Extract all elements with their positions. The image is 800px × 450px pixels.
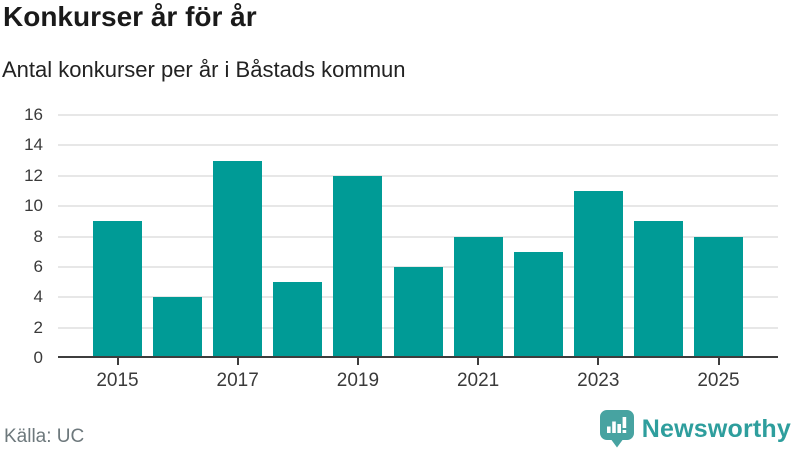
bar-2024	[633, 221, 683, 358]
y-axis-tick-label: 0	[33, 348, 43, 367]
x-axis-tick-mark	[236, 358, 239, 365]
y-axis-tick-label: 16	[24, 105, 43, 124]
gridline	[58, 174, 778, 177]
x-axis-tick-mark	[116, 358, 119, 365]
page-title: Konkurser år för år	[3, 1, 257, 32]
newsworthy-logo[interactable]: Newsworthy	[599, 410, 791, 448]
bar-2017	[213, 160, 263, 358]
bar-2015	[93, 221, 142, 358]
bar-chart-plot-area: 0 2 4 6 8 10 12 14 16 2015 2017 2019 2021 2023 2025	[24, 105, 778, 391]
bar-2021	[453, 236, 503, 358]
x-axis-tick-mark	[597, 358, 600, 365]
bar-2019	[333, 175, 383, 358]
y-axis-tick-label: 10	[24, 196, 43, 216]
bar-2018	[273, 282, 323, 358]
x-axis-tick-label: 2017	[216, 370, 259, 391]
y-axis-tick-label: 12	[24, 165, 43, 185]
x-axis-tick-label: 2015	[96, 370, 139, 391]
x-axis-line	[58, 356, 778, 358]
x-axis-tick-label: 2025	[697, 370, 740, 391]
bar-2022	[513, 251, 563, 358]
bar-2016	[153, 297, 203, 358]
x-axis-tick-mark	[477, 358, 480, 365]
x-axis-tick-label: 2019	[336, 370, 380, 391]
y-axis-tick-label: 14	[24, 135, 43, 155]
bar-2020	[393, 266, 443, 358]
x-axis-tick-label: 2021	[456, 370, 500, 391]
bar-2023	[573, 190, 623, 358]
gridline	[58, 114, 778, 116]
x-axis-tick-mark	[356, 358, 359, 365]
chart-subtitle: Antal konkurser per år i Båstads kommun	[2, 57, 406, 82]
bar-2025	[694, 236, 743, 358]
x-axis-tick-mark	[717, 358, 720, 365]
x-axis-tick-label: 2023	[577, 370, 620, 391]
newsworthy-chart-bubble-icon	[599, 410, 634, 448]
y-axis-tick-label: 2	[33, 317, 43, 337]
y-axis-tick-label: 8	[33, 226, 43, 246]
y-axis-tick-label: 6	[33, 256, 43, 276]
gridline	[58, 235, 778, 238]
y-axis-tick-label: 4	[33, 287, 43, 307]
newsworthy-brand-text: Newsworthy	[641, 414, 791, 443]
source-label: Källa: UC	[4, 426, 85, 447]
gridline	[58, 205, 778, 208]
gridline	[58, 144, 778, 147]
